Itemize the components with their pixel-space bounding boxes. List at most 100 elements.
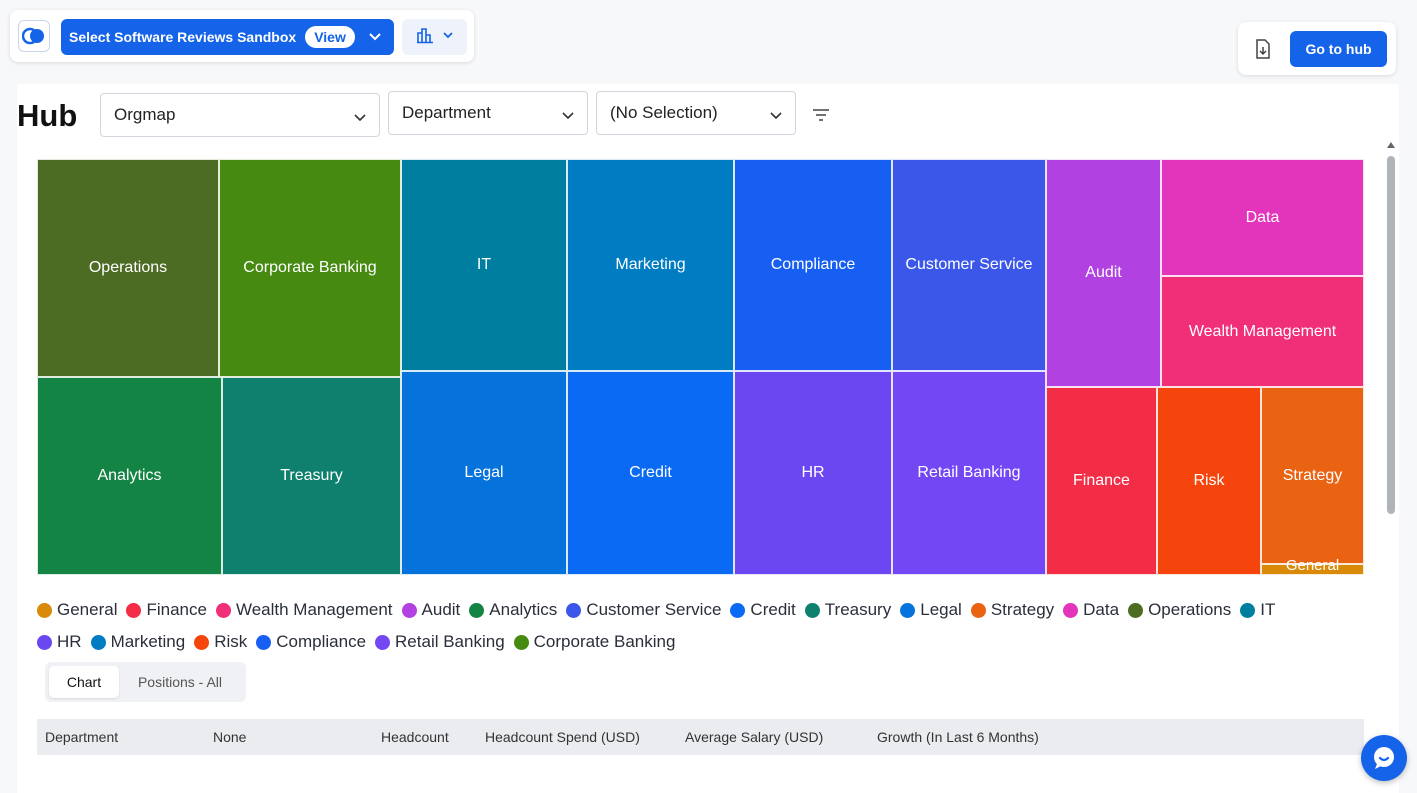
legend-swatch — [900, 602, 916, 618]
legend-item[interactable]: IT — [1240, 600, 1275, 620]
treemap-tile[interactable]: Audit — [1046, 159, 1161, 387]
treemap-tile[interactable]: Marketing — [567, 159, 734, 371]
legend-item[interactable]: Wealth Management — [215, 600, 393, 620]
legend-swatch — [513, 634, 529, 650]
treemap-tile-label: General — [1285, 557, 1340, 574]
treemap-tile[interactable]: Retail Banking — [892, 371, 1046, 575]
legend-item[interactable]: HR — [37, 632, 82, 652]
legend-swatch — [37, 602, 52, 618]
chevron-down-icon — [368, 29, 382, 46]
treemap-tile[interactable]: HR — [734, 371, 892, 575]
legend-item[interactable]: Treasury — [804, 600, 892, 620]
filter-value-select[interactable]: (No Selection) — [596, 91, 796, 135]
legend-item[interactable]: Finance — [126, 600, 207, 620]
legend-swatch — [126, 602, 142, 618]
column-header-headcount-spend[interactable]: Headcount Spend (USD) — [485, 729, 640, 745]
go-to-hub-button[interactable]: Go to hub — [1290, 31, 1387, 67]
legend-swatch — [256, 634, 272, 650]
column-header-average-salary[interactable]: Average Salary (USD) — [685, 729, 824, 745]
legend-label: Compliance — [276, 632, 367, 651]
filter-lines-icon[interactable] — [812, 107, 830, 128]
legend-swatch — [469, 602, 485, 618]
treemap-tile[interactable]: Data — [1161, 159, 1364, 276]
scrollbar-thumb[interactable] — [1387, 156, 1395, 514]
legend-label: Treasury — [824, 600, 892, 619]
treemap-tile[interactable]: Credit — [567, 371, 734, 575]
view-pill[interactable]: View — [305, 26, 355, 48]
treemap-tile-label: Customer Service — [905, 256, 1033, 273]
legend-swatch — [37, 634, 52, 650]
group-by-select[interactable]: Department — [388, 91, 588, 135]
legend-item[interactable]: Credit — [730, 600, 796, 620]
treemap-tile-label: Corporate Banking — [243, 259, 377, 276]
legend-swatch — [215, 602, 231, 618]
treemap-tile-label: Wealth Management — [1188, 322, 1337, 340]
page-title: Hub — [17, 98, 78, 133]
legend-label: Analytics — [489, 600, 558, 619]
legend-label: Customer Service — [586, 600, 722, 619]
legend-item[interactable]: Marketing — [90, 632, 185, 652]
treemap-tile[interactable]: Customer Service — [892, 159, 1046, 371]
legend-item[interactable]: Risk — [194, 632, 247, 652]
chevron-down-icon — [353, 109, 367, 129]
column-header-growth[interactable]: Growth (In Last 6 Months) — [877, 729, 1039, 745]
legend-swatch — [1240, 602, 1256, 618]
treemap-tile-label: Operations — [88, 259, 168, 276]
treemap-tile[interactable]: Operations — [37, 159, 219, 377]
treemap-tile[interactable]: General — [1261, 558, 1364, 575]
legend-item[interactable]: Audit — [401, 600, 460, 620]
legend-label: General — [57, 600, 118, 619]
scroll-up-arrow-icon[interactable] — [1387, 142, 1395, 148]
treemap-tile[interactable]: Finance — [1046, 387, 1157, 575]
legend-swatch — [1063, 602, 1079, 618]
treemap-tile-label: Compliance — [770, 256, 856, 273]
legend-item[interactable]: Legal — [900, 600, 962, 620]
legend-item[interactable]: Corporate Banking — [513, 632, 676, 652]
treemap-tile-label: IT — [476, 256, 492, 273]
chart-legend: General Finance Wealth Management Audit Anal… — [37, 600, 1337, 652]
sandbox-select-button[interactable]: Select Software Reviews Sandbox View — [61, 19, 394, 55]
top-toolbar: Select Software Reviews Sandbox View — [10, 10, 474, 62]
app-logo-icon[interactable] — [18, 20, 50, 52]
treemap-tile[interactable]: IT — [401, 159, 567, 371]
legend-label: Corporate Banking — [533, 632, 676, 651]
treemap-tile[interactable]: Risk — [1157, 387, 1261, 575]
chart-type-button[interactable] — [402, 19, 467, 55]
view-select-value: Orgmap — [114, 105, 176, 124]
legend-item[interactable]: Data — [1063, 600, 1119, 620]
legend-label: IT — [1260, 600, 1276, 619]
chat-bubble-icon[interactable] — [1361, 735, 1407, 781]
department-treemap: Operations Corporate Banking Analytics Trea… — [37, 159, 1364, 575]
tab-positions-all[interactable]: Positions - All — [137, 674, 223, 690]
legend-item[interactable]: Retail Banking — [375, 632, 505, 652]
treemap-tile[interactable]: Legal — [401, 371, 567, 575]
legend-item[interactable]: Operations — [1128, 600, 1231, 620]
treemap-tile-label: HR — [801, 464, 825, 481]
treemap-tile[interactable]: Compliance — [734, 159, 892, 371]
column-header-department[interactable]: Department — [45, 729, 119, 745]
column-header-none[interactable]: None — [213, 729, 247, 745]
column-header-headcount[interactable]: Headcount — [381, 729, 449, 745]
legend-label: Operations — [1148, 600, 1232, 619]
treemap-tile[interactable]: Corporate Banking — [219, 159, 401, 377]
treemap-tile[interactable]: Wealth Management — [1161, 276, 1364, 387]
treemap-tile[interactable]: Analytics — [37, 377, 222, 575]
table-header: Department None Headcount Headcount Spen… — [37, 719, 1364, 755]
legend-label: HR — [57, 632, 82, 651]
legend-item[interactable]: Customer Service — [566, 600, 721, 620]
treemap-tile-label: Risk — [1193, 472, 1225, 489]
legend-item[interactable]: General — [37, 600, 117, 620]
treemap-tile[interactable]: Strategy — [1261, 387, 1364, 564]
view-select[interactable]: Orgmap — [100, 93, 380, 137]
treemap-tile-label: Finance — [1073, 472, 1130, 489]
treemap-tile-label: Strategy — [1282, 466, 1343, 484]
legend-swatch — [401, 602, 417, 618]
treemap-tile[interactable]: Treasury — [222, 377, 401, 575]
legend-label: Strategy — [990, 600, 1055, 619]
legend-item[interactable]: Strategy — [970, 600, 1055, 620]
legend-swatch — [194, 634, 210, 650]
legend-item[interactable]: Analytics — [469, 600, 557, 620]
export-file-icon[interactable] — [1254, 39, 1272, 64]
legend-item[interactable]: Compliance — [256, 632, 366, 652]
tab-chart[interactable]: Chart — [49, 666, 119, 698]
